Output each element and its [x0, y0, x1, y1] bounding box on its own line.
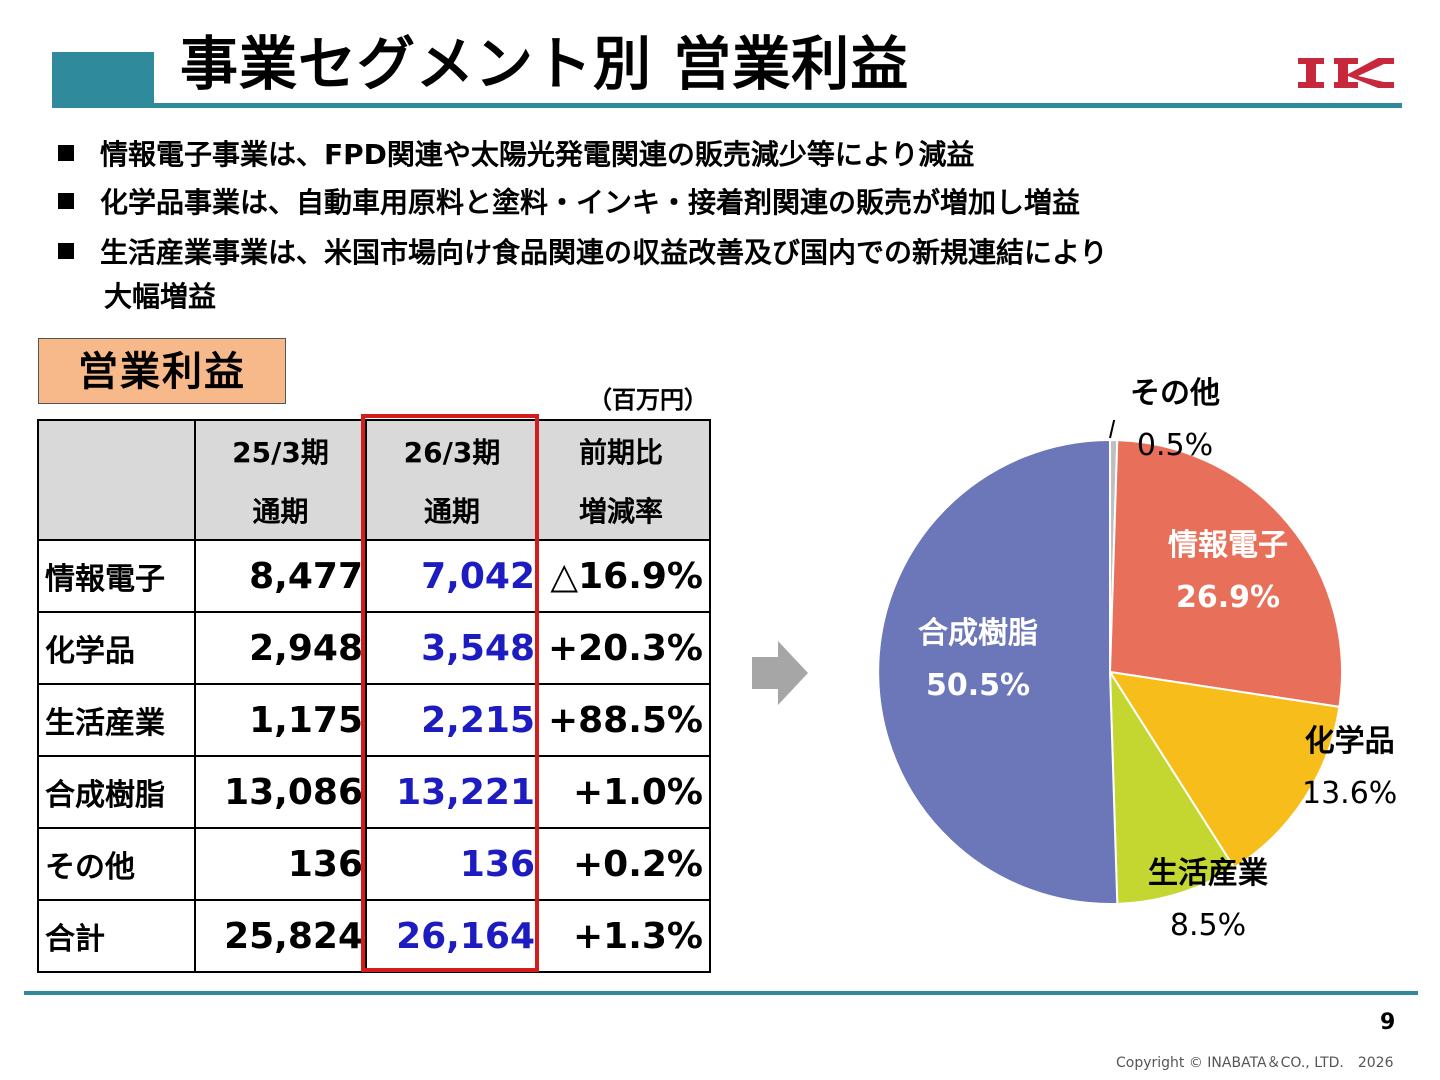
pie-label-life-industry: 生活産業 8.5% [1148, 848, 1268, 952]
table-header-cell: 25/3期 [194, 419, 367, 480]
segment-name: 合計 [37, 899, 196, 973]
prev-period-value: 2,948 [194, 611, 367, 685]
page-number: 9 [1380, 1010, 1396, 1035]
table-row: 合計 25,824 26,164 +1.3% [37, 899, 711, 973]
pie-label-other-value: 0.5% [1136, 428, 1214, 463]
table-row: 情報電子 8,477 7,042 △16.9% [37, 539, 711, 613]
right-arrow-icon [752, 641, 808, 705]
pie-label-chemicals-value: 13.6% [1302, 776, 1398, 811]
table-header-cell: 増減率 [537, 480, 711, 541]
current-period-value: 26,164 [365, 899, 539, 973]
prev-period-value: 25,824 [194, 899, 367, 973]
change-rate: +1.3% [537, 899, 711, 973]
change-rate: +20.3% [537, 611, 711, 685]
bullet-text: 生活産業事業は、米国市場向け食品関連の収益改善及び国内での新規連結により [100, 236, 1108, 269]
current-period-value: 2,215 [365, 683, 539, 757]
pie-label-info-electronics-name: 情報電子 [1168, 528, 1288, 563]
section-label: 営業利益 [38, 338, 286, 404]
segment-name: その他 [37, 827, 196, 901]
profit-share-pie-chart [877, 420, 1343, 905]
copyright: Copyright © INABATA＆CO., LTD. 2026 [1116, 1055, 1394, 1071]
bullet-square-icon [58, 243, 74, 259]
table-header-cell: 26/3期 [365, 419, 539, 480]
pie-label-synthetic-resin-name: 合成樹脂 [918, 616, 1038, 651]
table-row: 合成樹脂 13,086 13,221 +1.0% [37, 755, 711, 829]
table-header-cell: 通期 [194, 480, 367, 541]
leader-line-other [1109, 420, 1116, 439]
current-period-highlight [361, 414, 539, 972]
prev-period-value: 136 [194, 827, 367, 901]
segment-name: 合成樹脂 [37, 755, 196, 829]
segment-name: 化学品 [37, 611, 196, 685]
current-period-value: 13,221 [365, 755, 539, 829]
unit-note: （百万円） [588, 386, 708, 414]
current-period-value: 3,548 [365, 611, 539, 685]
table-header-row: 25/3期 26/3期 前期比 [37, 419, 711, 480]
pie-label-other-name: その他 [1130, 376, 1220, 411]
pie-label-info-electronics-value: 26.9% [1175, 580, 1281, 615]
table-header-cell [37, 419, 196, 480]
pie-label-chemicals-name: 化学品 [1304, 724, 1395, 759]
pie-label-synthetic-resin: 合成樹脂 50.5% [918, 608, 1038, 712]
change-rate: +0.2% [537, 827, 711, 901]
pie-slice-synthetic-resin [877, 438, 1119, 905]
bullet-square-icon [58, 145, 74, 161]
prev-period-value: 8,477 [194, 539, 367, 613]
table-header-cell: 前期比 [537, 419, 711, 480]
table-row: その他 136 136 +0.2% [37, 827, 711, 901]
bullet-chemicals: 化学品事業は、自動車用原料と塗料・インキ・接着剤関連の販売が増加し増益 [58, 182, 1080, 224]
pie-slice-life-industry [1108, 668, 1236, 905]
table-header-row: 通期 通期 増減率 [37, 480, 711, 541]
pie-label-other: その他 0.5% [1130, 368, 1220, 472]
pie-slice-info-electronics [1108, 439, 1343, 708]
pie-label-chemicals: 化学品 13.6% [1302, 716, 1397, 820]
pie-label-life-industry-name: 生活産業 [1148, 856, 1268, 891]
change-rate: +88.5% [537, 683, 711, 757]
pie-label-synthetic-resin-value: 50.5% [925, 668, 1031, 703]
table-header-cell [37, 480, 196, 541]
bullet-text: 化学品事業は、自動車用原料と塗料・インキ・接着剤関連の販売が増加し増益 [100, 186, 1081, 219]
change-rate: △16.9% [537, 539, 711, 613]
table-row: 生活産業 1,175 2,215 +88.5% [37, 683, 711, 757]
pie-label-info-electronics: 情報電子 26.9% [1168, 520, 1288, 624]
table-header-cell: 通期 [365, 480, 539, 541]
prev-period-value: 13,086 [194, 755, 367, 829]
bullet-life-industry-continued: 大幅増益 [104, 280, 217, 313]
page-title: 事業セグメント別 営業利益 [180, 30, 910, 98]
current-period-value: 7,042 [365, 539, 539, 613]
pie-slice-chemicals [1107, 670, 1341, 870]
prev-period-value: 1,175 [194, 683, 367, 757]
bullet-info-electronics: 情報電子事業は、FPD関連や太陽光発電関連の販売減少等により減益 [58, 134, 974, 176]
title-underline [52, 103, 1402, 108]
company-logo [1298, 58, 1394, 88]
bullet-square-icon [58, 193, 74, 209]
footer-divider [24, 991, 1418, 995]
segment-name: 生活産業 [37, 683, 196, 757]
change-rate: +1.0% [537, 755, 711, 829]
segment-name: 情報電子 [37, 539, 196, 613]
current-period-value: 136 [365, 827, 539, 901]
bullet-life-industry: 生活産業事業は、米国市場向け食品関連の収益改善及び国内での新規連結により [58, 232, 1107, 274]
title-accent-block [52, 52, 154, 108]
pie-label-life-industry-value: 8.5% [1169, 908, 1247, 943]
bullet-text: 情報電子事業は、FPD関連や太陽光発電関連の販売減少等により減益 [100, 138, 975, 171]
segment-profit-table: 25/3期 26/3期 前期比 通期 通期 増減率 情報電子 8,477 7,042 △16.9%… [37, 419, 711, 973]
table-row: 化学品 2,948 3,548 +20.3% [37, 611, 711, 685]
